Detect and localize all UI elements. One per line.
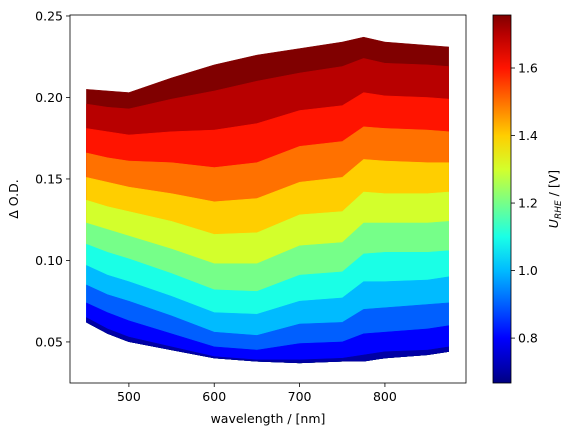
y-tick-label: 0.25	[35, 8, 63, 23]
colorbar-tick-label: 0.8	[518, 331, 538, 346]
colorbar-unit: / [V]	[546, 170, 561, 197]
x-tick-label: 800	[373, 389, 397, 404]
colorbar	[492, 14, 512, 384]
colorbar-label: URHE / [V]	[546, 170, 564, 228]
x-tick-label: 500	[117, 389, 141, 404]
y-tick-label: 0.05	[35, 334, 63, 349]
y-tick-label: 0.20	[35, 90, 63, 105]
colorbar-tick-label: 1.4	[518, 128, 538, 143]
colorbar-tick-label: 1.6	[518, 61, 538, 76]
y-tick-label: 0.10	[35, 253, 63, 268]
x-tick-label: 700	[288, 389, 312, 404]
y-tick-label: 0.15	[35, 171, 63, 186]
colorbar-symbol: U	[546, 219, 561, 228]
x-axis-label: wavelength / [nm]	[211, 411, 326, 426]
y-axis-label: Δ O.D.	[6, 179, 21, 218]
colorbar-tick-label: 1.0	[518, 263, 538, 278]
axes-frame	[69, 14, 467, 384]
colorbar-subscript: RHE	[554, 200, 564, 219]
colorbar-tick-label: 1.2	[518, 196, 538, 211]
spectrum-area	[86, 317, 449, 364]
x-tick-label: 600	[202, 389, 226, 404]
plot-area	[86, 36, 449, 364]
